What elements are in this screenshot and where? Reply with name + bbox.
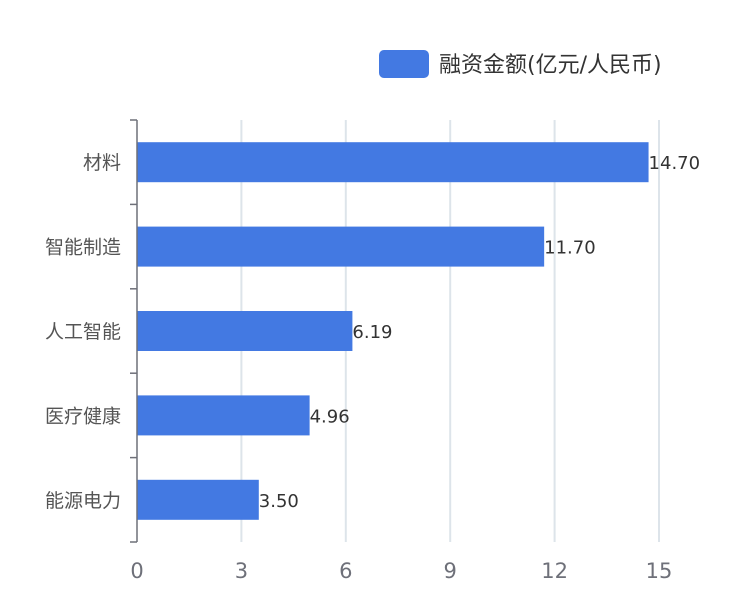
y-category-label: 智能制造: [45, 237, 121, 259]
legend[interactable]: 融资金额(亿元/人民币): [379, 50, 662, 78]
y-category-label: 能源电力: [45, 490, 121, 512]
x-tick-label: 9: [444, 559, 457, 583]
bar-value-label: 14.70: [649, 153, 701, 174]
x-tick-label: 12: [541, 559, 568, 583]
y-category-label: 材料: [83, 152, 121, 174]
bar-value-label: 3.50: [259, 491, 299, 512]
bars: [137, 142, 649, 520]
y-category-label: 医疗健康: [45, 405, 121, 427]
bar[interactable]: [137, 142, 649, 183]
x-tick-label: 0: [130, 559, 143, 583]
legend-swatch: [379, 50, 429, 78]
x-tick-label: 15: [646, 559, 673, 583]
bar-value-label: 4.96: [310, 406, 350, 427]
grid-lines: [240, 120, 660, 542]
labels: 0 3 6 9 12 15 材料 14.70 智能制造 11.70 人工智能 6.19 医疗健康 4.96…: [45, 152, 700, 583]
legend-label: 融资金额(亿元/人民币): [439, 53, 662, 78]
axes: [130, 119, 138, 543]
bar-value-label: 11.70: [544, 238, 596, 259]
bar[interactable]: [137, 226, 545, 267]
bar[interactable]: [137, 479, 259, 520]
bar-value-label: 6.19: [352, 322, 392, 343]
bar[interactable]: [137, 395, 310, 436]
y-category-label: 人工智能: [45, 321, 121, 343]
x-tick-label: 3: [235, 559, 248, 583]
bar[interactable]: [137, 311, 353, 351]
x-tick-label: 6: [339, 559, 352, 583]
